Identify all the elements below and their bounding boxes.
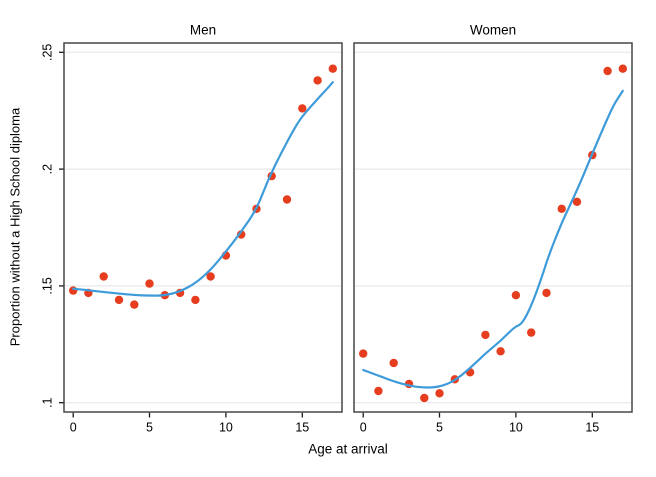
scatter-point — [145, 279, 154, 288]
scatter-point — [435, 389, 444, 398]
panel-frame — [63, 42, 343, 413]
scatter-point — [511, 291, 521, 300]
scatter-point — [359, 349, 368, 358]
scatter-point — [374, 386, 383, 396]
panel-title-women: Women — [469, 22, 517, 38]
scatter-point — [206, 272, 215, 281]
scatter-point — [191, 295, 200, 305]
scatter-point — [557, 204, 566, 213]
x-tick-label: 0 — [70, 421, 77, 435]
y-tick-label: .25 — [40, 44, 54, 61]
scatter-point — [603, 66, 612, 76]
x-tick-label: 15 — [585, 421, 599, 435]
scatter-point — [389, 358, 398, 368]
scatter-point — [618, 64, 627, 73]
scatter-point — [298, 104, 307, 113]
x-tick-label: 0 — [360, 421, 367, 435]
lowess-line — [72, 81, 334, 297]
scatter-point — [130, 300, 139, 309]
scatter-point — [481, 330, 490, 340]
scatter-point — [420, 393, 429, 403]
y-tick-label: .15 — [40, 277, 54, 294]
scatter-point — [542, 288, 551, 298]
scatter-point — [237, 230, 246, 239]
x-tick-label: 5 — [436, 421, 443, 435]
y-tick-label: .1 — [40, 397, 54, 407]
panel-frame — [353, 42, 633, 413]
scatter-point — [527, 328, 536, 337]
x-tick-label: 5 — [146, 421, 153, 435]
scatter-point — [99, 272, 108, 281]
scatter-point — [282, 195, 292, 204]
lowess-line — [362, 89, 624, 389]
x-tick-label: 10 — [509, 421, 523, 435]
scatter-point — [496, 347, 505, 356]
x-tick-label: 15 — [295, 421, 309, 435]
scatter-point — [572, 197, 582, 206]
panel-title-men: Men — [189, 22, 217, 38]
y-tick-label: .2 — [40, 164, 54, 174]
x-axis-title: Age at arrival — [308, 441, 388, 457]
scatter-point — [328, 64, 337, 73]
scatter-point — [114, 295, 124, 305]
x-tick-label: 10 — [219, 421, 233, 435]
scatter-point — [313, 76, 322, 85]
